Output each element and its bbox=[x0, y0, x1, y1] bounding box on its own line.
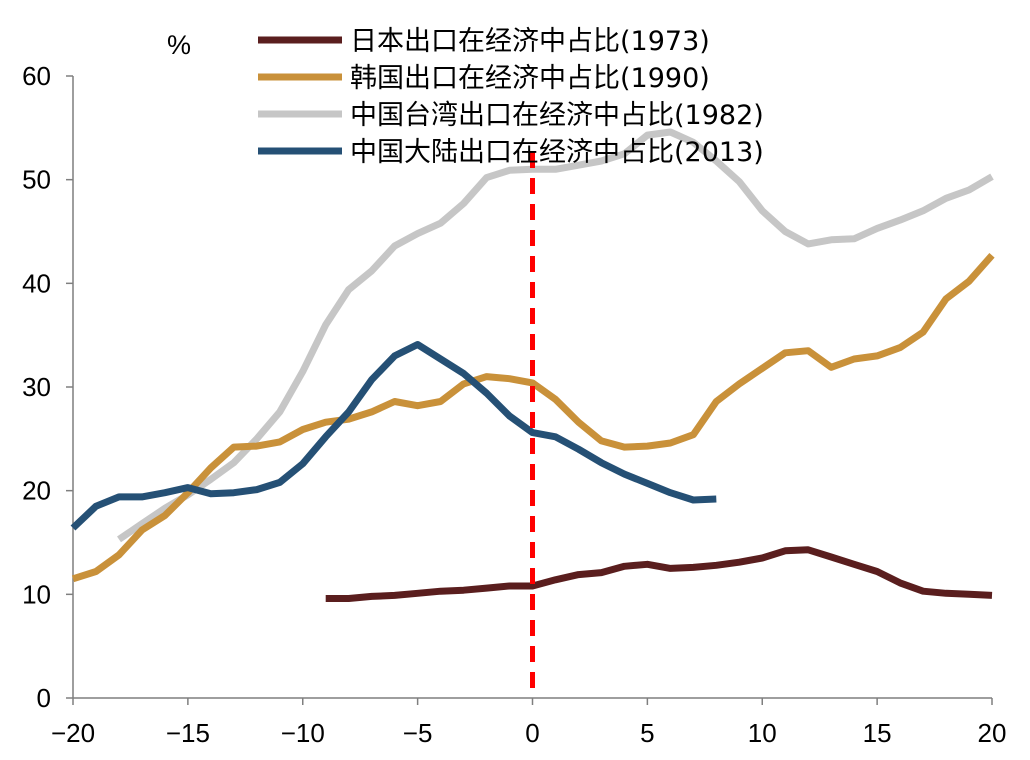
y-tick-group: 0 10 20 30 40 50 60 bbox=[22, 61, 73, 713]
legend-label-0: 日本出口在经济中占比(1973) bbox=[350, 26, 710, 57]
y-tick-label: 30 bbox=[22, 372, 51, 402]
legend-label-1: 韩国出口在经济中占比(1990) bbox=[350, 63, 710, 94]
x-tick-label: −5 bbox=[403, 718, 433, 748]
x-tick-group: −20 −15 −10 −5 0 5 10 15 20 bbox=[51, 698, 1007, 748]
y-tick-label: 40 bbox=[22, 268, 51, 298]
axes: 0 10 20 30 40 50 60 −20 −15 −10 −5 0 5 10 15 20 bbox=[22, 61, 1006, 748]
y-tick-label: 0 bbox=[37, 683, 51, 713]
y-tick-label: 60 bbox=[22, 61, 51, 91]
series-line-0 bbox=[325, 546, 993, 602]
x-tick-label: 15 bbox=[863, 718, 892, 748]
series-line-3 bbox=[70, 341, 717, 531]
y-tick-label: 10 bbox=[22, 579, 51, 609]
x-tick-label: −15 bbox=[166, 718, 210, 748]
x-tick-label: 20 bbox=[978, 718, 1007, 748]
x-tick-label: −10 bbox=[281, 718, 325, 748]
legend: 日本出口在经济中占比(1973) 韩国出口在经济中占比(1990) 中国台湾出口在经… bbox=[258, 26, 764, 168]
legend-label-2: 中国台湾出口在经济中占比(1982) bbox=[350, 100, 764, 131]
y-tick-label: 50 bbox=[22, 165, 51, 195]
y-tick-label: 20 bbox=[22, 476, 51, 506]
x-tick-label: 10 bbox=[748, 718, 777, 748]
series-line-2 bbox=[117, 128, 994, 543]
x-tick-label: 0 bbox=[525, 718, 539, 748]
series-line-1 bbox=[71, 252, 995, 583]
legend-label-3: 中国大陆出口在经济中占比(2013) bbox=[350, 137, 764, 168]
y-unit-label: % bbox=[167, 30, 191, 60]
x-tick-label: 5 bbox=[640, 718, 654, 748]
x-tick-label: −20 bbox=[51, 718, 95, 748]
series-layer bbox=[70, 128, 995, 602]
